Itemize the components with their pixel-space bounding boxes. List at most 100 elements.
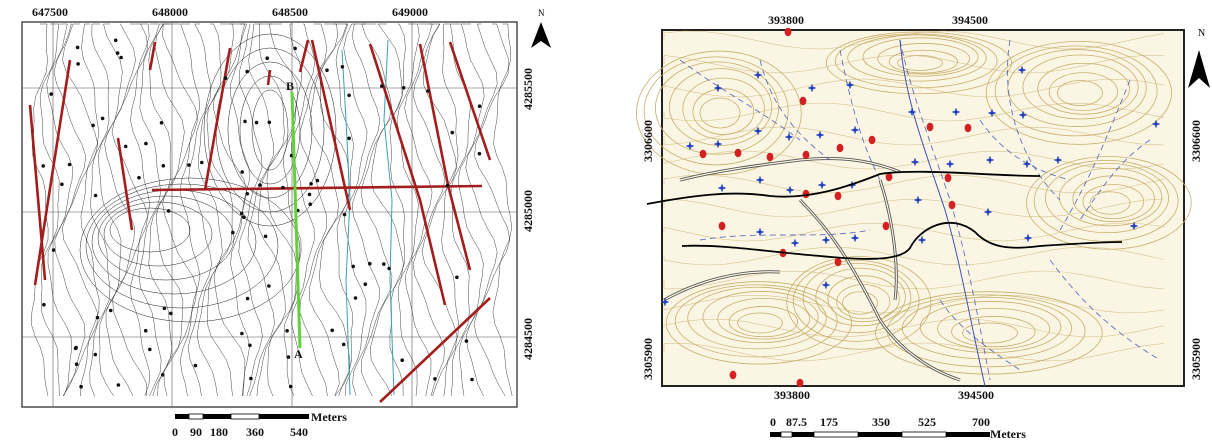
contour-ring: [1007, 49, 1147, 127]
contour-line: [389, 23, 406, 397]
sample-point: [477, 104, 482, 108]
contour-line: [238, 23, 263, 397]
well-marker-blue-dot: [1132, 224, 1136, 228]
sample-point: [351, 264, 356, 269]
contour-line: [46, 23, 73, 397]
well-marker-blue-dot: [824, 238, 828, 242]
sample-point: [100, 116, 105, 121]
right-scale-tick-700: 700: [972, 415, 990, 429]
sample-point: [123, 144, 128, 149]
contour-ring: [79, 177, 301, 323]
well-marker-blue-dot: [756, 73, 760, 77]
contour-line: [663, 126, 1165, 146]
well-marker-blue-dot: [810, 86, 814, 90]
sample-point: [387, 266, 391, 271]
sample-point: [263, 234, 268, 239]
contour-ring: [1072, 175, 1155, 223]
contour-ring: [888, 49, 958, 74]
well-marker-blue-dot: [913, 160, 917, 164]
contour-line: [53, 23, 87, 397]
contour-ring: [834, 33, 998, 89]
contour-ring: [227, 61, 313, 199]
sample-point: [162, 306, 167, 311]
fault-line: [33, 59, 72, 286]
contour-ring: [251, 89, 289, 171]
contour-ring: [737, 312, 783, 334]
well-marker-blue-dot: [990, 111, 994, 115]
sample-point: [477, 151, 482, 156]
contour-ring: [815, 267, 906, 327]
sample-point: [401, 86, 406, 90]
main-stream: [899, 39, 986, 387]
contour-ring: [825, 31, 1012, 95]
drainage-line: [839, 49, 881, 181]
fault-line: [379, 297, 491, 403]
contour-line: [663, 222, 1165, 242]
contour-ring: [827, 275, 900, 323]
contour-line: [111, 23, 149, 397]
left-map: B A 647500 648000 648500 649000 4285500 …: [21, 5, 551, 439]
left-top-coord-2: 648000: [152, 5, 188, 19]
contour-line: [473, 23, 511, 397]
sample-point: [187, 163, 191, 167]
left-top-coord-4: 649000: [392, 5, 428, 19]
well-marker-red: [796, 378, 804, 388]
contour-ring: [951, 316, 1036, 348]
sample-point: [400, 358, 405, 363]
ridge-line-inner: [663, 271, 781, 301]
drainage-line: [759, 59, 831, 161]
drainage-line: [1079, 139, 1151, 221]
contour-ring: [103, 201, 213, 267]
right-scale-tick-350: 350: [872, 415, 890, 429]
drainage-line: [1059, 79, 1131, 231]
sample-point: [433, 377, 437, 381]
sample-point: [75, 45, 80, 50]
sample-point: [137, 175, 141, 180]
right-north-label: N: [1198, 28, 1205, 39]
well-marker-red: [948, 200, 956, 210]
contour-line: [663, 102, 1165, 122]
well-marker-red: [734, 148, 742, 158]
sample-point: [382, 262, 386, 266]
contour-ring: [85, 183, 279, 309]
sample-point: [286, 355, 291, 359]
contour-line: [196, 23, 223, 397]
contour-ring: [1037, 62, 1130, 115]
well-marker-blue-dot: [720, 186, 724, 190]
well-marker-blue-dot: [1026, 236, 1030, 240]
well-marker-red: [885, 172, 893, 182]
stream-line: [341, 49, 351, 396]
drainage-line: [1007, 39, 1061, 201]
contour-line: [335, 23, 354, 397]
well-marker-blue-dot: [920, 238, 924, 242]
well-marker-blue-dot: [787, 135, 791, 139]
sample-point: [159, 121, 164, 125]
contour-ring: [203, 33, 337, 227]
left-top-coord-1: 647500: [32, 5, 68, 19]
sample-point: [143, 328, 148, 333]
sample-point: [245, 69, 249, 74]
left-scale-tick-360: 360: [246, 425, 264, 439]
contour-line: [247, 23, 275, 397]
well-marker-blue-dot: [1154, 122, 1158, 126]
contour-line: [179, 23, 201, 397]
contour-line: [492, 23, 513, 397]
sample-point: [309, 182, 313, 186]
contour-ring: [862, 37, 979, 77]
sample-point: [79, 384, 83, 389]
sample-point: [160, 373, 165, 377]
well-marker-blue-dot: [818, 133, 822, 137]
well-marker-red: [868, 135, 876, 145]
contour-line: [230, 23, 250, 397]
contour-line: [89, 23, 111, 397]
contour-ring: [728, 306, 798, 338]
contour-ring: [802, 262, 912, 334]
left-scale-tick-90: 90: [190, 425, 202, 439]
contour-line: [129, 23, 151, 397]
contour-line: [663, 246, 1165, 266]
left-sample-points: [41, 38, 482, 389]
sample-point: [288, 384, 293, 389]
boundary-line-upper: [646, 170, 1041, 205]
contour-ring: [847, 34, 987, 82]
well-marker-blue-dot: [793, 241, 797, 245]
